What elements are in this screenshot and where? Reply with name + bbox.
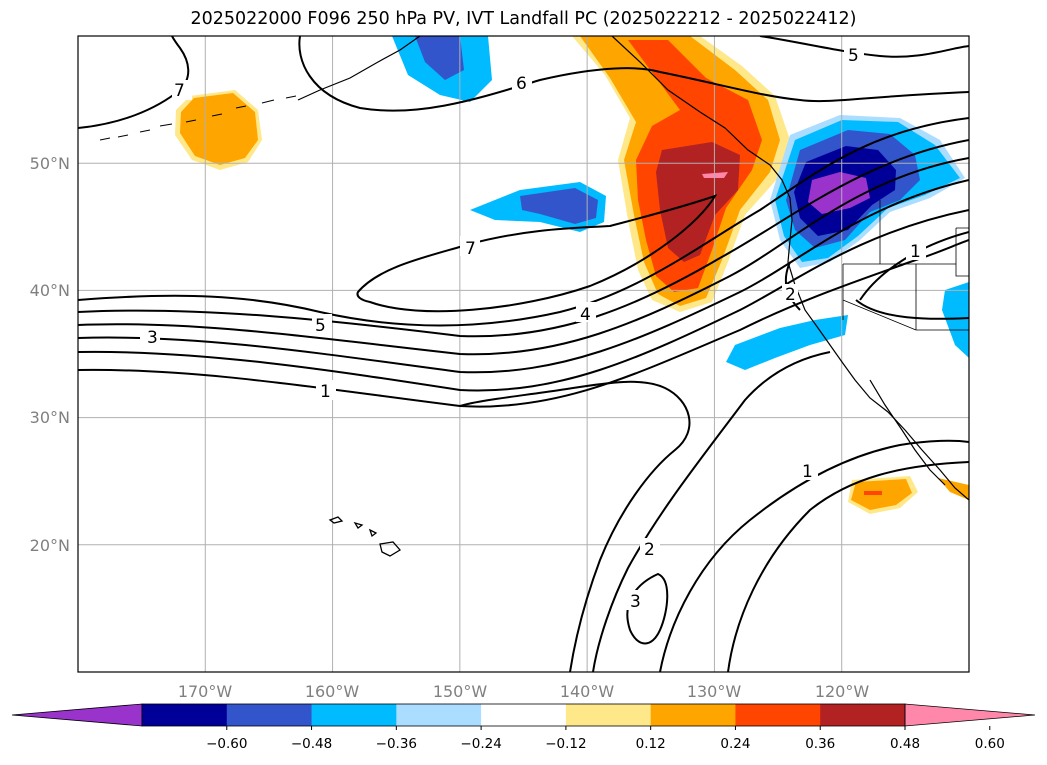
- colorbar-tick-label: 0.12: [636, 736, 666, 752]
- lat-tick-label: 20°N: [30, 536, 70, 555]
- colorbar-cell: [396, 704, 482, 726]
- colorbar-tick-label: 0.36: [805, 736, 835, 752]
- contour-label: 5: [848, 46, 859, 66]
- contour-5-top: [759, 36, 969, 58]
- colorbar-cell: [735, 704, 821, 726]
- lat-tick-label: 40°N: [30, 281, 70, 300]
- colorbar: −0.60 −0.48 −0.36 −0.24 −0.12 0.12 0.24 0.36 0.4…: [11, 703, 1036, 752]
- latitude-tick-labels: 50°N 40°N 30°N 20°N: [30, 154, 70, 555]
- positive-anomaly-mexico-edge: [938, 478, 969, 500]
- colorbar-cell: [650, 704, 736, 726]
- colorbar-extend-min: [11, 703, 143, 727]
- contour-label: 2: [644, 540, 655, 560]
- colorbar-extend-max: [904, 703, 1036, 727]
- contour-1-east: [855, 231, 969, 320]
- lon-tick-label: 160°W: [305, 682, 360, 701]
- contour-labels: 3 5 1 7 4 6 5 7 1 2 1 2 3: [140, 44, 926, 612]
- contour-label: 1: [320, 382, 331, 402]
- lat-tick-label: 50°N: [30, 154, 70, 173]
- lon-tick-label: 120°W: [815, 682, 870, 701]
- map-frame: [77, 35, 970, 673]
- ivt-contours: [78, 36, 969, 672]
- colorbar-tick-label: 0.24: [720, 736, 750, 752]
- lat-tick-label: 30°N: [30, 408, 70, 427]
- negative-anomaly-nw-060: [808, 172, 870, 214]
- lon-tick-label: 130°W: [687, 682, 742, 701]
- positive-anomaly-coast-060: [702, 172, 728, 178]
- coastline-alaska-peninsula: [297, 36, 421, 101]
- contour-label: 1: [802, 462, 813, 482]
- contour-4-pacific: [78, 157, 969, 356]
- colorbar-cells: [11, 703, 1036, 727]
- positive-anomaly-baja-core: [864, 491, 882, 495]
- contour-ridge-west: [459, 380, 691, 672]
- colorbar-tick-label: 0.60: [975, 736, 1005, 752]
- coastline-baja: [869, 379, 946, 486]
- contour-6-pacific: [78, 117, 969, 327]
- colorbar-cell: [142, 704, 228, 726]
- hawaii-islands: [328, 516, 402, 557]
- colorbar-tick-label: 0.48: [890, 736, 920, 752]
- contour-label: 3: [630, 592, 641, 612]
- colorbar-frame: [141, 703, 906, 727]
- negative-anomaly-california: [726, 315, 848, 370]
- contour-label: 6: [516, 74, 527, 94]
- contour-7-nw: [78, 36, 190, 129]
- map-title: 2025022000 F096 250 hPa PV, IVT Landfall…: [190, 9, 857, 29]
- colorbar-cell: [481, 704, 567, 726]
- contour-6-upper: [298, 36, 969, 112]
- longitude-tick-labels: 170°W 160°W 150°W 140°W 130°W 120°W: [178, 682, 870, 701]
- contour-2-pacific: [78, 209, 969, 392]
- colorbar-tick-label: −0.24: [460, 736, 501, 752]
- contour-ridge-east: [592, 351, 831, 672]
- colorbar-cell: [311, 704, 397, 726]
- lon-tick-label: 150°W: [433, 682, 488, 701]
- negative-anomaly-midpac-inner: [520, 188, 598, 224]
- contour-label: 3: [147, 328, 158, 348]
- colorbar-ticks: −0.60 −0.48 −0.36 −0.24 −0.12 0.12 0.24 0.36 0.4…: [206, 726, 1005, 752]
- contour-label: 7: [465, 239, 476, 259]
- contour-label: 2: [785, 285, 796, 305]
- positive-anomaly-aleutian-inner: [180, 93, 258, 165]
- contour-label: 7: [174, 81, 185, 101]
- colorbar-cell: [565, 704, 652, 726]
- contour-label: 4: [580, 305, 591, 325]
- lon-tick-label: 170°W: [178, 682, 233, 701]
- colorbar-cell: [820, 704, 906, 726]
- contour-1-south: [727, 461, 969, 672]
- colorbar-tick-label: −0.12: [545, 736, 586, 752]
- negative-anomaly-east-edge: [942, 282, 969, 358]
- contour-label: 5: [315, 316, 326, 336]
- state-boundaries: [842, 200, 969, 331]
- contour-5-pacific: [78, 139, 969, 338]
- aleutian-islands: [99, 95, 297, 141]
- colorbar-tick-label: −0.36: [376, 736, 417, 752]
- colorbar-tick-label: −0.48: [291, 736, 332, 752]
- colorbar-cell: [226, 704, 313, 726]
- contour-label: 1: [910, 242, 921, 262]
- contour-3-pacific: [78, 179, 969, 374]
- contour-2-south: [659, 439, 969, 672]
- negative-anomaly-gulf-alaska-inner: [415, 36, 464, 80]
- colorbar-tick-label: −0.60: [206, 736, 247, 752]
- contour-1-lower: [78, 239, 969, 408]
- pv-shading: [175, 36, 969, 514]
- lon-tick-label: 140°W: [560, 682, 615, 701]
